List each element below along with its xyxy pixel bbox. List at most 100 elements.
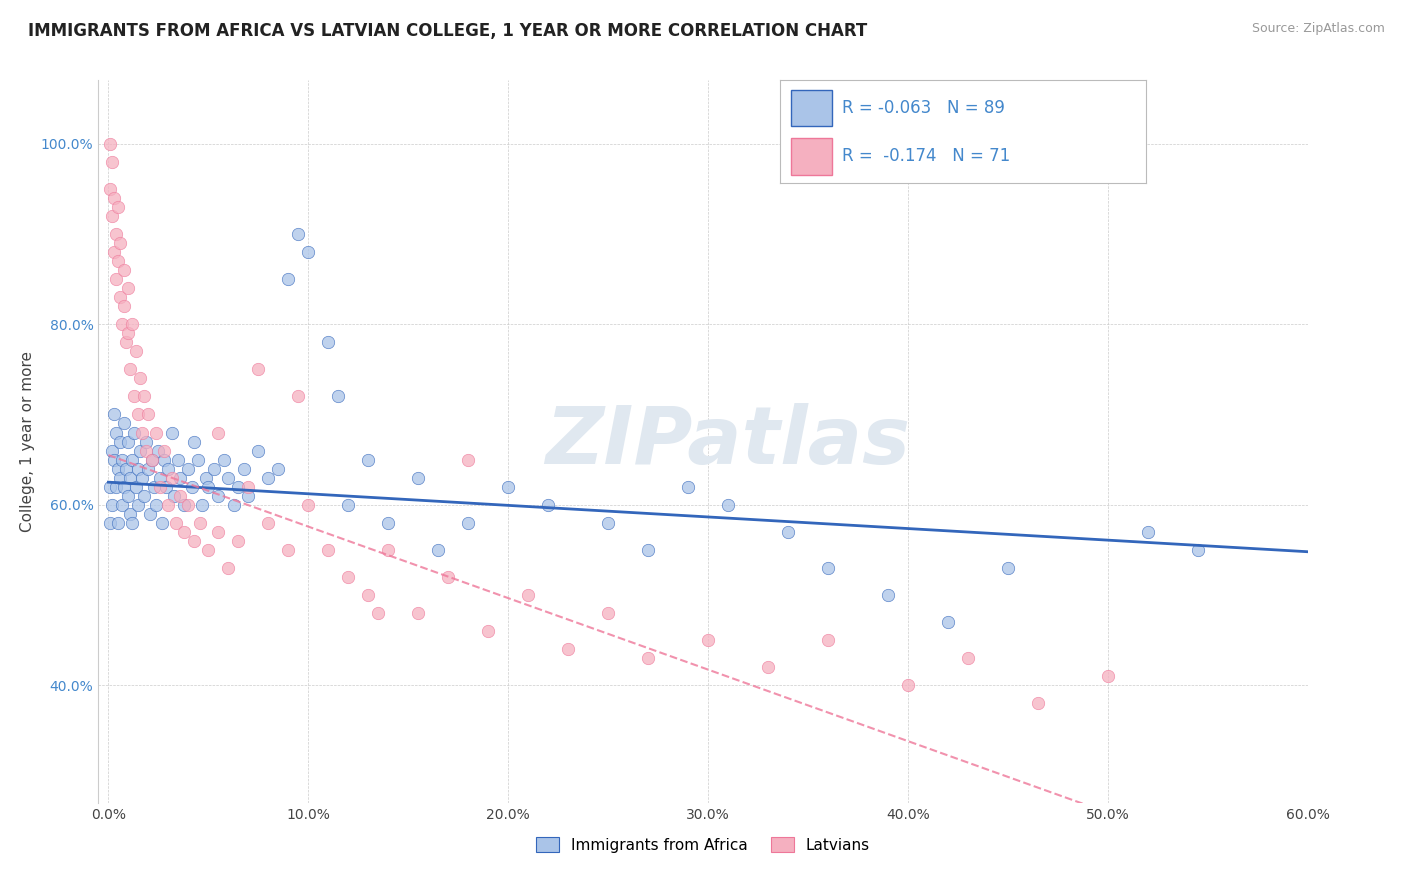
Point xyxy=(149,480,172,494)
Point xyxy=(876,588,898,602)
Point xyxy=(337,498,360,512)
Point xyxy=(112,263,135,277)
Point xyxy=(150,516,173,530)
Point xyxy=(183,533,205,548)
Point xyxy=(377,542,399,557)
Point xyxy=(117,281,139,295)
Point xyxy=(100,480,122,494)
Point xyxy=(162,471,184,485)
Point xyxy=(377,516,399,530)
Point xyxy=(103,452,125,467)
Point xyxy=(427,542,450,557)
Point xyxy=(596,606,619,620)
Point xyxy=(187,452,209,467)
Point xyxy=(110,235,132,250)
Point xyxy=(297,498,319,512)
Point xyxy=(717,498,740,512)
Point xyxy=(125,344,148,359)
Point xyxy=(316,542,339,557)
Point xyxy=(110,434,132,449)
Point xyxy=(139,507,162,521)
Point xyxy=(167,452,190,467)
Point xyxy=(129,371,152,385)
Point xyxy=(277,272,299,286)
Point xyxy=(267,461,290,475)
Point xyxy=(287,227,309,241)
Point xyxy=(101,209,124,223)
Point xyxy=(177,461,200,475)
Point xyxy=(217,561,239,575)
Point xyxy=(127,461,149,475)
Point xyxy=(817,633,839,648)
Point xyxy=(100,516,122,530)
Point xyxy=(596,516,619,530)
Point xyxy=(143,480,166,494)
Point xyxy=(936,615,959,630)
Point xyxy=(127,498,149,512)
Point xyxy=(111,498,134,512)
Point xyxy=(121,452,143,467)
Point xyxy=(134,389,156,403)
Point xyxy=(135,434,157,449)
Point xyxy=(134,489,156,503)
Point xyxy=(406,471,429,485)
Point xyxy=(238,489,260,503)
Point xyxy=(537,498,560,512)
Point xyxy=(120,507,142,521)
Point xyxy=(756,660,779,674)
Point xyxy=(228,480,250,494)
Point xyxy=(101,443,124,458)
Point xyxy=(115,461,138,475)
Point xyxy=(287,389,309,403)
Point xyxy=(457,452,479,467)
Point xyxy=(406,606,429,620)
Text: IMMIGRANTS FROM AFRICA VS LATVIAN COLLEGE, 1 YEAR OR MORE CORRELATION CHART: IMMIGRANTS FROM AFRICA VS LATVIAN COLLEG… xyxy=(28,22,868,40)
Point xyxy=(517,588,540,602)
Point xyxy=(107,200,129,214)
Point xyxy=(107,461,129,475)
Text: R = -0.063   N = 89: R = -0.063 N = 89 xyxy=(842,99,1005,117)
Point xyxy=(105,227,128,241)
Point xyxy=(101,498,124,512)
Point xyxy=(100,136,122,151)
Point xyxy=(173,498,195,512)
Point xyxy=(228,533,250,548)
Point xyxy=(776,524,799,539)
Point xyxy=(153,443,176,458)
Point xyxy=(233,461,256,475)
FancyBboxPatch shape xyxy=(792,89,831,127)
Point xyxy=(207,489,229,503)
Point xyxy=(105,480,128,494)
Point xyxy=(145,498,167,512)
FancyBboxPatch shape xyxy=(792,137,831,175)
Point xyxy=(124,389,146,403)
Text: R =  -0.174   N = 71: R = -0.174 N = 71 xyxy=(842,147,1011,165)
Point xyxy=(277,542,299,557)
Point xyxy=(1097,669,1119,683)
Point xyxy=(138,408,160,422)
Point xyxy=(257,471,280,485)
Point xyxy=(112,299,135,313)
Point xyxy=(477,624,499,639)
Point xyxy=(120,362,142,376)
Point xyxy=(207,425,229,440)
Point xyxy=(197,480,219,494)
Point xyxy=(129,443,152,458)
Point xyxy=(149,471,172,485)
Point xyxy=(103,191,125,205)
Point xyxy=(110,290,132,304)
Point xyxy=(173,524,195,539)
Point xyxy=(1187,542,1209,557)
Point xyxy=(162,425,184,440)
Point xyxy=(148,443,170,458)
Point xyxy=(177,498,200,512)
Point xyxy=(207,524,229,539)
Point xyxy=(637,542,659,557)
Point xyxy=(169,489,191,503)
Point xyxy=(110,471,132,485)
Point xyxy=(157,498,180,512)
Text: ZIPatlas: ZIPatlas xyxy=(544,402,910,481)
Point xyxy=(117,489,139,503)
Point xyxy=(112,480,135,494)
Point xyxy=(155,480,177,494)
